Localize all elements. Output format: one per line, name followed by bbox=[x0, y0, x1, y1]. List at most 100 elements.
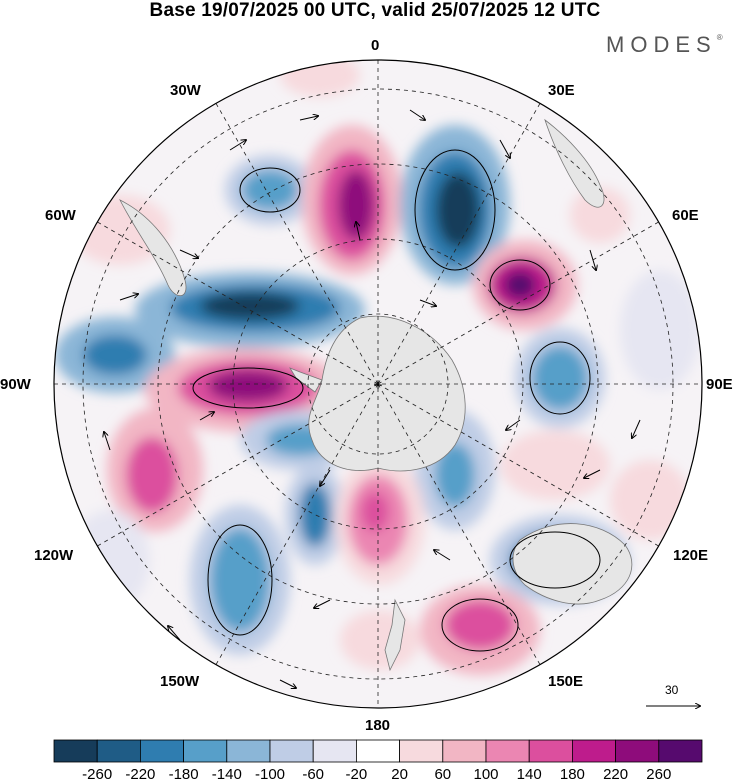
wind-arrow bbox=[279, 679, 296, 688]
lon-label-150w: 150W bbox=[160, 673, 200, 690]
colorbar-swatch bbox=[139, 739, 184, 763]
australia-outline bbox=[512, 523, 633, 605]
colorbar bbox=[53, 739, 703, 763]
lon-label-60e: 60E bbox=[672, 207, 699, 224]
wind-arrow bbox=[409, 109, 425, 120]
wind-arrow bbox=[506, 419, 521, 430]
lon-label-30e: 30E bbox=[548, 82, 575, 99]
coastlines bbox=[119, 118, 633, 672]
contour bbox=[529, 341, 591, 415]
colorbar-swatch bbox=[658, 739, 703, 763]
colorbar-swatch bbox=[485, 739, 530, 763]
colorbar-swatch bbox=[572, 739, 617, 763]
colorbar-swatch bbox=[442, 739, 487, 763]
map-boundary bbox=[53, 59, 703, 709]
colorbar-tick-label: 220 bbox=[603, 766, 629, 783]
anomaly-field bbox=[242, 170, 298, 210]
wind-arrow bbox=[314, 599, 331, 608]
wind-arrow bbox=[168, 626, 181, 641]
contour bbox=[441, 598, 519, 652]
wind-arrow bbox=[559, 654, 576, 661]
anomaly-field bbox=[361, 492, 389, 532]
anomaly-field bbox=[83, 335, 147, 375]
anomaly-field bbox=[610, 460, 690, 540]
anomaly-field bbox=[500, 430, 610, 500]
colorbar-tick-label: 20 bbox=[391, 766, 408, 783]
wind-arrow bbox=[299, 116, 318, 121]
brand-name: MODES bbox=[606, 32, 717, 57]
wind-arrow bbox=[589, 249, 596, 270]
colorbar-swatch bbox=[183, 739, 228, 763]
anomaly-field bbox=[200, 292, 300, 320]
wind-arrow bbox=[199, 412, 214, 421]
lon-label-0: 0 bbox=[371, 37, 380, 54]
map-title: Base 19/07/2025 00 UTC, valid 25/07/2025… bbox=[149, 0, 601, 21]
lon-label-150e: 150E bbox=[548, 673, 584, 690]
colorbar-swatch bbox=[528, 739, 573, 763]
colorbar-tick-label: -140 bbox=[211, 766, 242, 783]
wind-arrow bbox=[632, 419, 641, 438]
contour bbox=[489, 259, 551, 311]
anomaly-field bbox=[435, 443, 475, 507]
colorbar-tick-label: 60 bbox=[434, 766, 452, 783]
colorbar-tick-label: -100 bbox=[254, 766, 286, 783]
anomaly-field bbox=[299, 483, 331, 547]
anomaly-field bbox=[532, 346, 588, 410]
africa-tip bbox=[544, 118, 605, 208]
contour bbox=[239, 167, 301, 213]
pole-marker: + bbox=[373, 378, 383, 392]
wind-arrow bbox=[584, 469, 601, 478]
lon-label-30w: 30W bbox=[170, 82, 201, 99]
wind-arrow bbox=[104, 432, 111, 451]
anomaly-field bbox=[70, 510, 150, 610]
wind-arrow bbox=[229, 140, 246, 151]
wind-arrow bbox=[179, 249, 198, 258]
colorbar-swatch bbox=[615, 739, 660, 763]
anomaly-field bbox=[126, 437, 178, 513]
colorbar-swatch bbox=[269, 739, 314, 763]
colorbar-tick-label: 100 bbox=[473, 766, 499, 783]
colorbar-tick-label: -60 bbox=[302, 766, 325, 783]
anomaly-field bbox=[620, 270, 700, 390]
colorbar-tick-label: -20 bbox=[345, 766, 368, 783]
contour bbox=[414, 149, 496, 271]
colorbar-tick-label: -260 bbox=[82, 766, 113, 783]
anomaly-field bbox=[208, 370, 288, 402]
wind-arrow bbox=[356, 222, 361, 241]
anomaly-field bbox=[504, 271, 536, 299]
modes-logo: MODES® bbox=[606, 32, 723, 58]
contour bbox=[192, 367, 304, 409]
colorbar-swatch bbox=[226, 739, 271, 763]
reference-vector-label: 30 bbox=[665, 683, 679, 697]
wind-arrow bbox=[434, 550, 451, 561]
anomaly-field bbox=[340, 610, 420, 670]
anomaly-field bbox=[338, 170, 374, 240]
lon-label-120w: 120W bbox=[34, 547, 74, 564]
wind-arrow bbox=[320, 469, 331, 486]
graticule bbox=[54, 60, 702, 708]
colorbar-tick-label: -180 bbox=[168, 766, 199, 783]
anomaly-field bbox=[436, 172, 480, 248]
contour bbox=[207, 524, 273, 636]
wind-arrow bbox=[119, 294, 138, 301]
colorbar-tick-label: 260 bbox=[646, 766, 672, 783]
anomaly-field bbox=[280, 60, 360, 97]
anomaly-field bbox=[445, 600, 515, 650]
colorbar-tick-label: 180 bbox=[559, 766, 585, 783]
antarctic-peninsula bbox=[289, 367, 323, 393]
colorbar-tick-label: 140 bbox=[516, 766, 542, 783]
south-america-tip bbox=[119, 199, 187, 297]
colorbar-swatch bbox=[399, 739, 444, 763]
lon-label-90e: 90E bbox=[706, 376, 733, 393]
colorbar-swatch bbox=[96, 739, 141, 763]
colorbar-swatch bbox=[355, 739, 400, 763]
new-zealand bbox=[384, 598, 406, 672]
wind-arrow bbox=[499, 139, 510, 158]
wind-arrow bbox=[419, 299, 436, 306]
lon-label-90w: 90W bbox=[0, 376, 31, 393]
lon-label-180: 180 bbox=[365, 717, 391, 734]
lon-label-60w: 60W bbox=[45, 207, 76, 224]
anomaly-field bbox=[210, 528, 270, 632]
registered-mark: ® bbox=[716, 32, 723, 42]
